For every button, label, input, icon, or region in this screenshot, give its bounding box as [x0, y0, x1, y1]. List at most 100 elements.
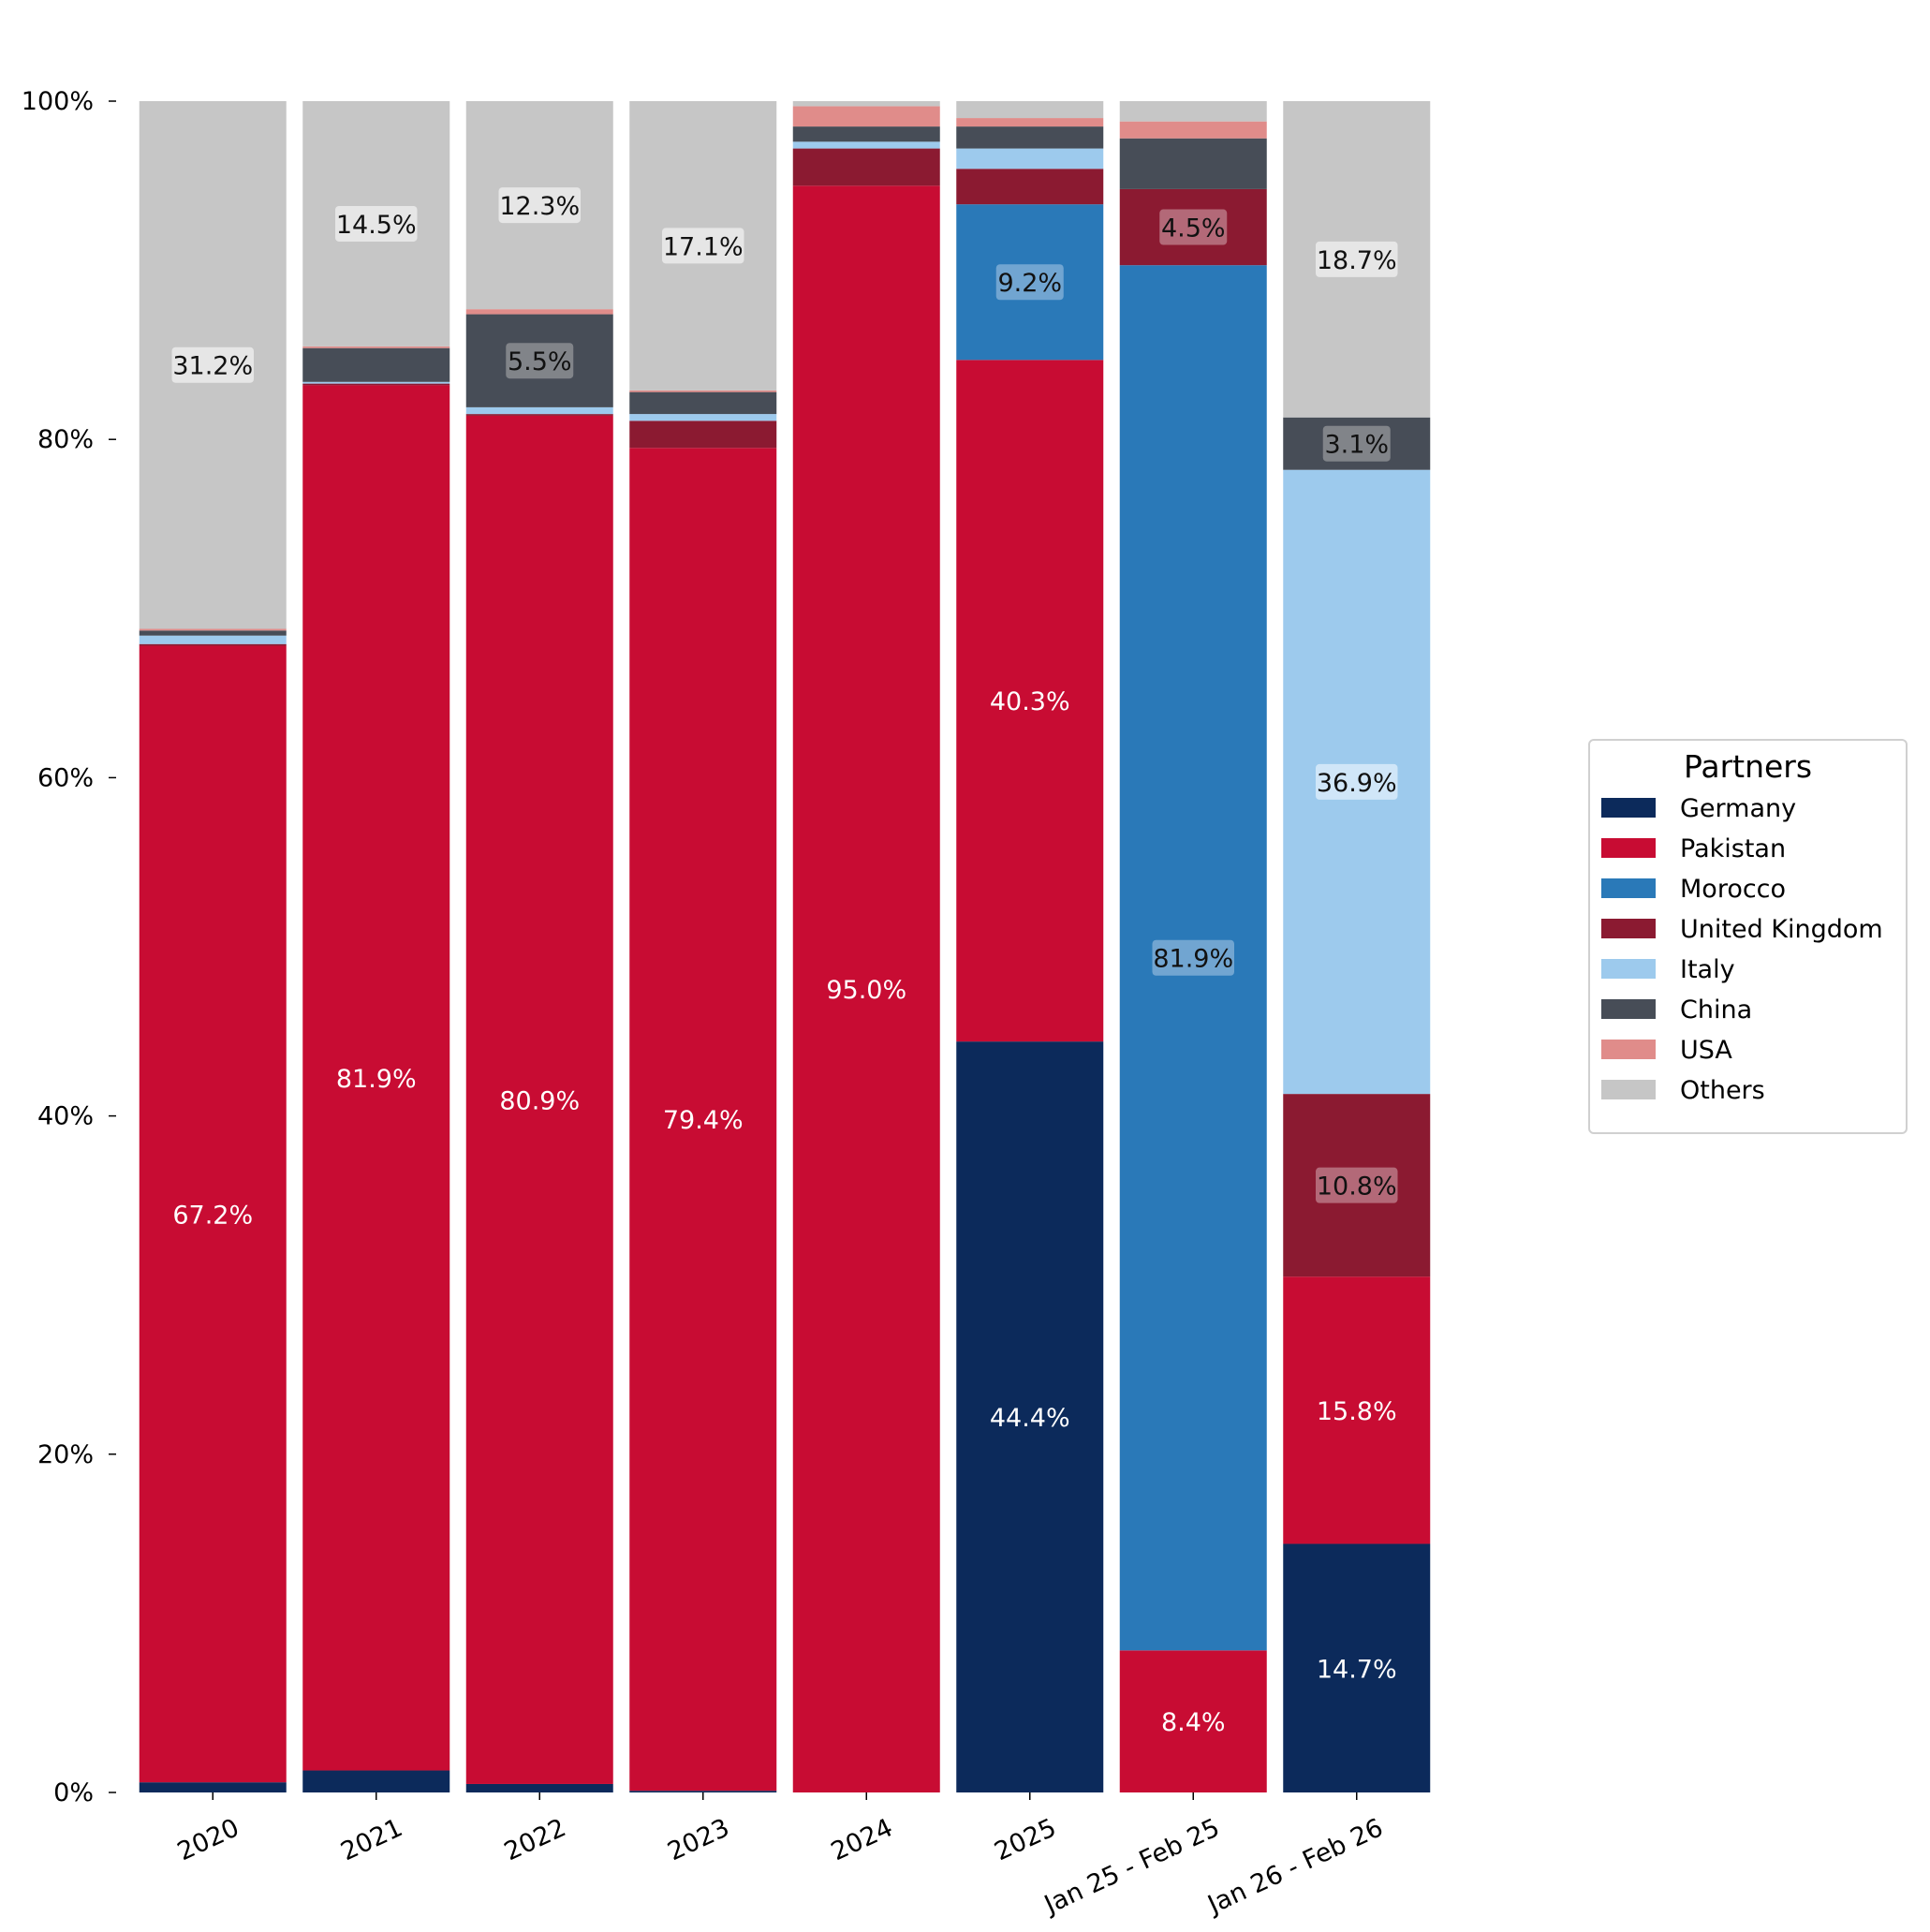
data-label-jan-26-feb-26-italy: 36.9% — [1316, 763, 1398, 800]
data-label-box — [498, 187, 581, 224]
data-label-2020-others: 31.2% — [171, 347, 254, 383]
data-label-box — [1316, 763, 1398, 800]
bar-segment-2023-usa — [629, 390, 777, 392]
y-tick-label-0: 0% — [53, 1778, 94, 1807]
data-label-2025-germany: 44.4% — [990, 1404, 1070, 1433]
legend-label: USA — [1680, 1036, 1732, 1065]
bar-segment-2025-pakistan — [956, 360, 1104, 1042]
bar-segment-2022-italy — [465, 406, 613, 415]
bar-segment-jan-25-feb-25-pakistan — [1119, 1650, 1267, 1792]
data-label-jan-25-feb-25-pakistan: 8.4% — [1161, 1708, 1226, 1737]
data-label-text: 31.2% — [172, 352, 253, 381]
x-tick-label-2020: 2020 — [173, 1813, 243, 1866]
data-label-text: 80.9% — [499, 1086, 580, 1115]
data-label-2025-pakistan: 40.3% — [990, 687, 1070, 716]
x-tick-label-2025: 2025 — [990, 1813, 1060, 1866]
legend-label: Italy — [1680, 955, 1735, 984]
bar-segment-2025-germany — [956, 1041, 1104, 1792]
data-label-box — [171, 347, 254, 383]
bar-segment-2020-united-kingdom — [139, 643, 287, 646]
x-tick-label-2024: 2024 — [827, 1813, 897, 1866]
data-label-jan-26-feb-26-united-kingdom: 10.8% — [1316, 1167, 1398, 1203]
legend-swatch — [1601, 1040, 1656, 1059]
bar-segment-2023-germany — [629, 1791, 777, 1792]
bars-layer — [139, 101, 1431, 1792]
bar-segment-2025-usa — [956, 118, 1104, 127]
bar-segment-2025-others — [956, 101, 1104, 119]
data-labels-layer: 67.2% 31.2% 81.9% 14.5% 80.9% 5.5% 12.3% 79.4% 1… — [171, 187, 1398, 1737]
bar-segment-2025-united-kingdom — [956, 169, 1104, 205]
data-label-text: 3.1% — [1324, 431, 1389, 460]
data-label-jan-26-feb-26-pakistan: 15.8% — [1317, 1397, 1397, 1426]
bar-segment-2020-germany — [139, 1782, 287, 1792]
bar-segment-2021-china — [302, 347, 450, 382]
bar-segment-2025-china — [956, 126, 1104, 149]
data-label-text: 8.4% — [1161, 1708, 1226, 1737]
legend-item-china: China — [1601, 995, 1752, 1025]
bar-segment-jan-26-feb-26-pakistan — [1283, 1276, 1431, 1544]
y-axis: 0% 20% 40% 60% 80% 100% — [22, 87, 116, 1807]
legend-swatch — [1601, 999, 1656, 1019]
data-label-2021-pakistan: 81.9% — [336, 1065, 417, 1094]
bar-segment-2023-italy — [629, 414, 777, 421]
legend-label: China — [1680, 995, 1752, 1025]
bar-segment-jan-25-feb-25-united-kingdom — [1119, 188, 1267, 266]
bar-segment-jan-25-feb-25-morocco — [1119, 265, 1267, 1651]
bar-segment-2021-usa — [302, 346, 450, 348]
data-label-jan-26-feb-26-germany: 14.7% — [1317, 1655, 1397, 1684]
data-label-text: 15.8% — [1317, 1397, 1397, 1426]
data-label-box — [662, 228, 744, 264]
bar-segment-2022-usa — [465, 309, 613, 315]
legend-item-pakistan: Pakistan — [1601, 834, 1786, 863]
legend-label: Germany — [1680, 794, 1796, 823]
data-label-text: 14.5% — [336, 211, 417, 240]
x-tick-label-jan-26-feb-26: Jan 26 - Feb 26 — [1202, 1813, 1388, 1920]
data-label-text: 4.5% — [1161, 214, 1226, 243]
bar-segment-jan-26-feb-26-china — [1283, 417, 1431, 470]
bar-segment-jan-25-feb-25-others — [1119, 101, 1267, 122]
bar-segment-2025-morocco — [956, 204, 1104, 361]
data-label-2021-others: 14.5% — [335, 205, 418, 242]
legend-item-united-kingdom: United Kingdom — [1601, 915, 1883, 944]
data-label-2024-pakistan: 95.0% — [826, 976, 906, 1005]
data-label-text: 10.8% — [1317, 1172, 1397, 1202]
data-label-2022-pakistan: 80.9% — [499, 1086, 580, 1115]
legend-title: Partners — [1684, 748, 1812, 785]
legend-item-usa: USA — [1601, 1036, 1732, 1065]
data-label-text: 18.7% — [1317, 246, 1397, 275]
bar-segment-2020-usa — [139, 628, 287, 631]
y-tick-label-2: 40% — [37, 1102, 94, 1131]
bar-segment-2021-germany — [302, 1770, 450, 1792]
data-label-2022-china: 5.5% — [506, 343, 574, 379]
legend-item-italy: Italy — [1601, 955, 1735, 984]
data-label-box — [1316, 1167, 1398, 1203]
data-label-text: 12.3% — [499, 192, 580, 221]
x-tick-label-2021: 2021 — [336, 1813, 406, 1866]
bar-segment-2022-germany — [465, 1783, 613, 1792]
data-label-text: 79.4% — [663, 1106, 744, 1135]
y-tick-label-4: 80% — [37, 425, 94, 454]
legend-label: Pakistan — [1680, 834, 1786, 863]
data-label-text: 44.4% — [990, 1404, 1070, 1433]
data-label-text: 5.5% — [508, 347, 572, 376]
data-label-2022-others: 12.3% — [498, 187, 581, 224]
bar-segment-2020-china — [139, 630, 287, 636]
data-label-box — [506, 343, 574, 379]
legend-item-others: Others — [1601, 1076, 1765, 1105]
data-label-text: 36.9% — [1317, 769, 1397, 798]
legend-swatch — [1601, 838, 1656, 858]
data-label-jan-25-feb-25-united-kingdom: 4.5% — [1159, 209, 1228, 245]
legend: Partners Germany Pakistan Morocco United Kin… — [1588, 739, 1908, 1134]
data-label-box — [1159, 209, 1228, 245]
legend-label: United Kingdom — [1680, 915, 1883, 944]
x-tick-label-2023: 2023 — [663, 1813, 733, 1866]
bar-segment-2024-usa — [792, 106, 940, 127]
legend-label: Others — [1680, 1076, 1765, 1105]
bar-segment-2021-pakistan — [302, 385, 450, 1771]
bar-segment-2022-china — [465, 314, 613, 407]
bar-segment-2020-pakistan — [139, 645, 287, 1783]
bar-segment-jan-26-feb-26-germany — [1283, 1543, 1431, 1792]
bar-segment-2024-china — [792, 126, 940, 142]
